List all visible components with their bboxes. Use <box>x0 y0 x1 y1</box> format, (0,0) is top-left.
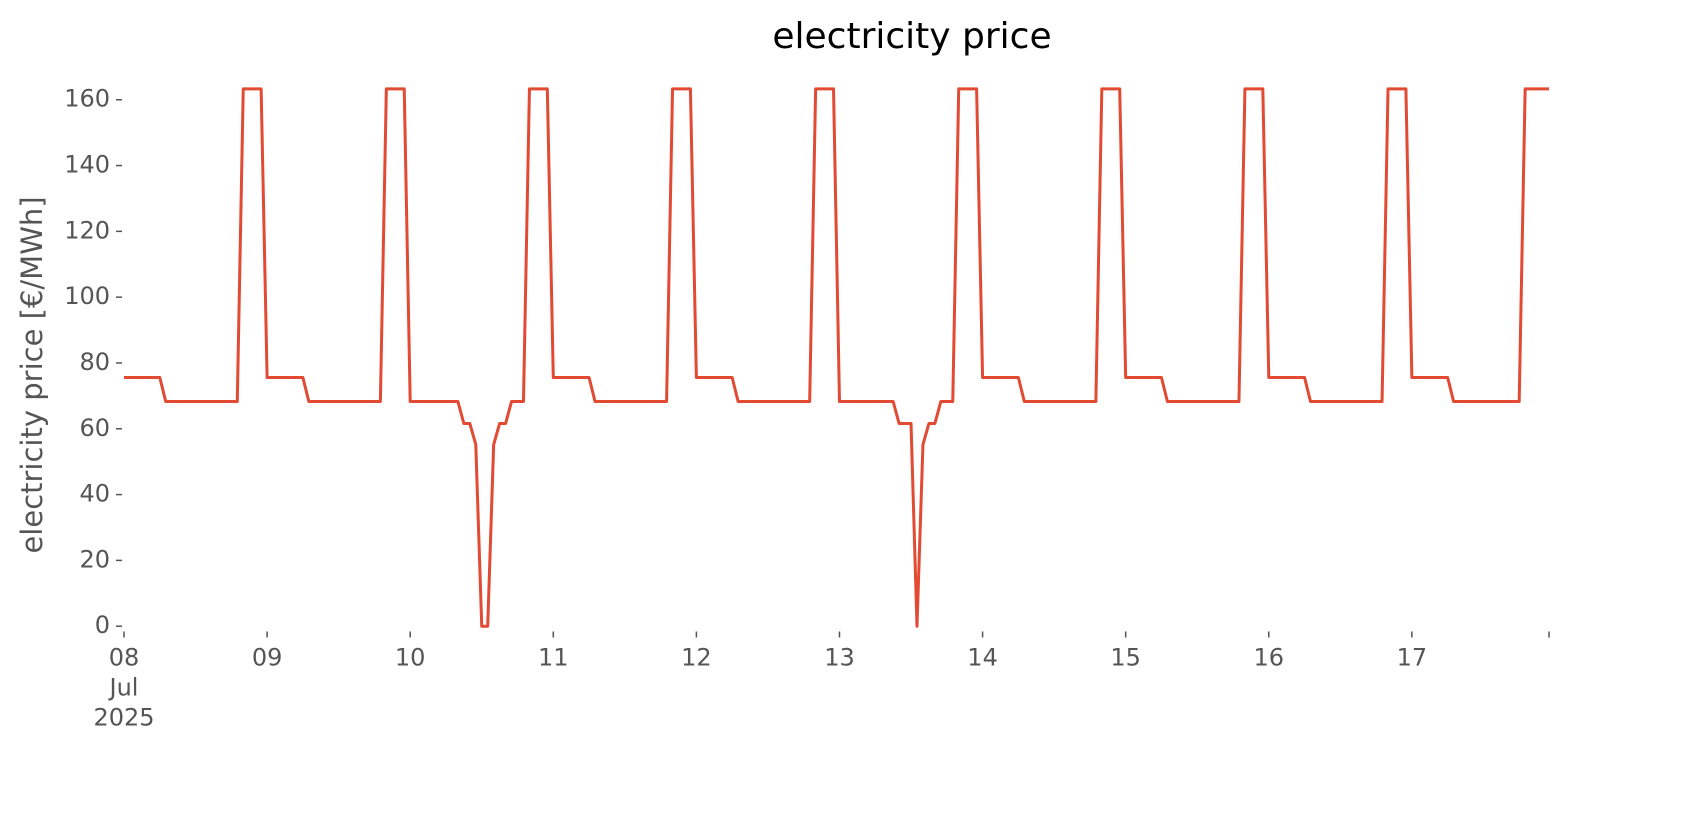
x-tick-label: 08 Jul 2025 <box>93 644 154 732</box>
y-tick-label: 80 <box>79 348 110 376</box>
y-tick-label: 40 <box>79 480 110 508</box>
x-tick-label: 17 <box>1397 644 1428 672</box>
y-axis-label: electricity price [€/MWh] <box>15 196 49 553</box>
x-tick-label: 09 <box>252 644 283 672</box>
x-tick-label: 16 <box>1253 644 1284 672</box>
x-tick-label: 11 <box>538 644 569 672</box>
x-tick-label: 13 <box>824 644 855 672</box>
y-tick-label: 20 <box>79 545 110 573</box>
x-tick-label: 15 <box>1110 644 1141 672</box>
x-tick-label: 14 <box>967 644 998 672</box>
y-tick-label: 140 <box>64 151 110 179</box>
price-line <box>124 87 1549 628</box>
y-tick-label: 60 <box>79 414 110 442</box>
y-tick-label: 100 <box>64 282 110 310</box>
y-tick-label: 0 <box>95 611 110 639</box>
y-tick-label: 120 <box>64 216 110 244</box>
chart-title: electricity price <box>772 16 1051 57</box>
x-tick-label: 10 <box>395 644 426 672</box>
x-tick-label: 12 <box>681 644 712 672</box>
y-tick-label: 160 <box>64 85 110 113</box>
